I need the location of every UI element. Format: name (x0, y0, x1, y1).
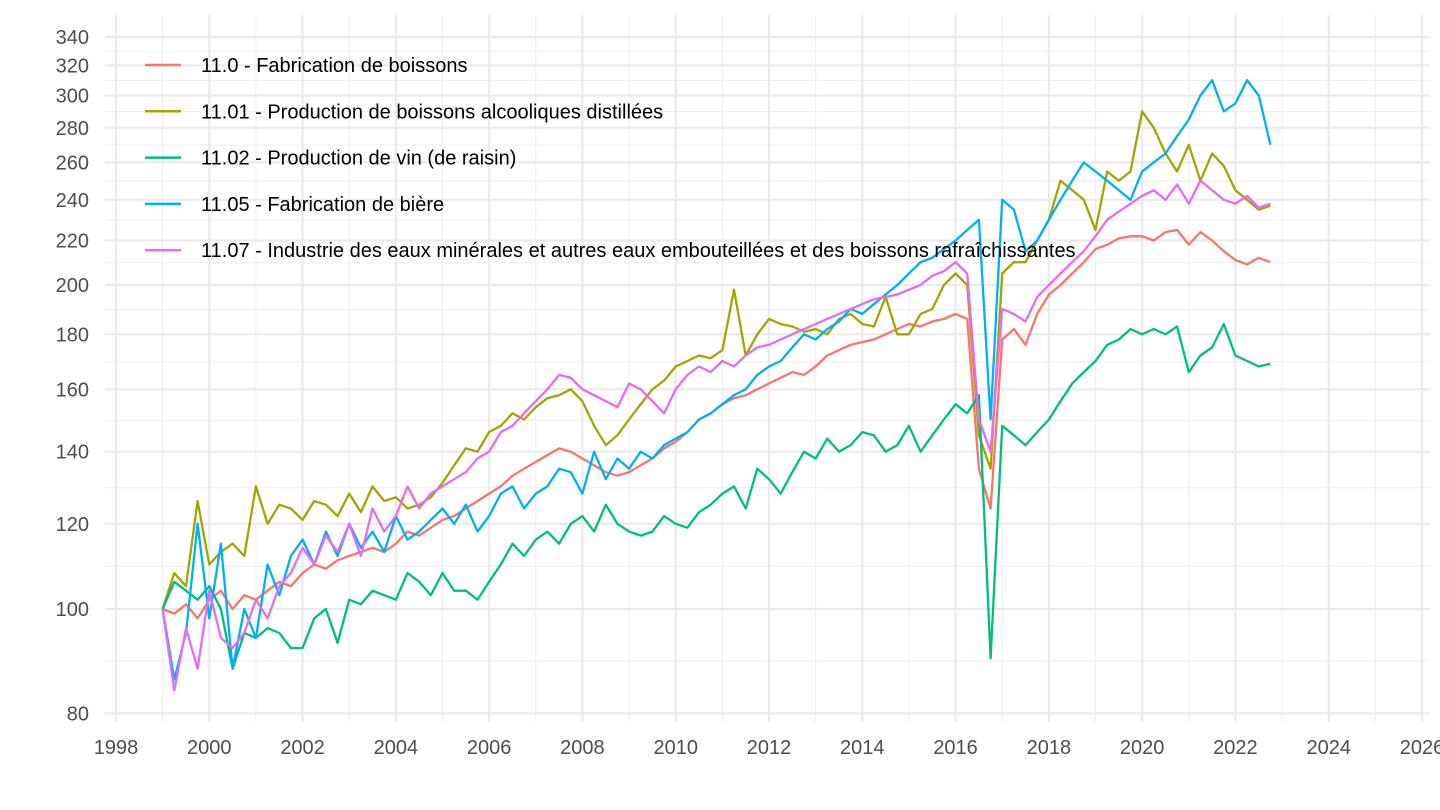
grid-major (105, 15, 1430, 722)
x-tick-label: 2024 (1306, 737, 1351, 759)
legend-label: 11.01 - Production de boissons alcooliqu… (201, 101, 663, 123)
x-tick-label: 2006 (467, 737, 512, 759)
x-tick-label: 2016 (933, 737, 978, 759)
y-tick-label: 180 (56, 324, 89, 346)
y-tick-label: 240 (56, 190, 89, 212)
y-tick-label: 220 (56, 230, 89, 252)
x-tick-label: 1998 (94, 737, 139, 759)
y-axis: 80 100 120 140 160 180 200 220 240 260 280 300 320 34… (56, 27, 89, 725)
x-axis: 1998 2000 2002 2004 2006 2008 2010 2012 2014 2016… (94, 737, 1440, 759)
x-tick-label: 2014 (840, 737, 885, 759)
x-tick-label: 2018 (1027, 737, 1072, 759)
x-tick-label: 2022 (1213, 737, 1258, 759)
y-tick-label: 320 (56, 55, 89, 77)
x-tick-label: 2008 (560, 737, 605, 759)
y-tick-label: 200 (56, 275, 89, 297)
x-tick-label: 2002 (280, 737, 325, 759)
legend-item: 11.07 - Industrie des eaux minérales et … (145, 240, 1076, 262)
y-tick-label: 100 (56, 599, 89, 621)
x-tick-label: 2004 (374, 737, 419, 759)
legend-label: 11.02 - Production de vin (de raisin) (201, 148, 516, 170)
x-tick-label: 2012 (747, 737, 792, 759)
y-tick-label: 280 (56, 118, 89, 140)
grid-minor (105, 15, 1430, 722)
x-tick-label: 2026 (1400, 737, 1440, 759)
series-layer (161, 79, 1272, 692)
series-line-2 (161, 322, 1271, 670)
series-line-1 (161, 110, 1271, 610)
legend-label: 11.07 - Industrie des eaux minérales et … (201, 240, 1076, 262)
y-tick-label: 120 (56, 514, 89, 536)
legend-item: 11.0 - Fabrication de boissons (145, 55, 467, 77)
legend-label: 11.0 - Fabrication de boissons (201, 55, 467, 77)
x-tick-label: 2020 (1120, 737, 1165, 759)
legend: 11.0 - Fabrication de boissons 11.01 - Pr… (145, 55, 1076, 262)
legend-item: 11.02 - Production de vin (de raisin) (145, 148, 516, 170)
x-tick-label: 2000 (187, 737, 232, 759)
legend-item: 11.05 - Fabrication de bière (145, 194, 444, 216)
series-line-4 (161, 179, 1271, 692)
y-tick-label: 260 (56, 152, 89, 174)
legend-item: 11.01 - Production de boissons alcooliqu… (145, 101, 663, 123)
y-tick-label: 140 (56, 442, 89, 464)
legend-label: 11.05 - Fabrication de bière (201, 194, 444, 216)
y-tick-label: 340 (56, 27, 89, 49)
x-tick-label: 2010 (653, 737, 698, 759)
y-tick-label: 80 (67, 703, 89, 725)
y-tick-label: 300 (56, 86, 89, 108)
y-tick-label: 160 (56, 379, 89, 401)
